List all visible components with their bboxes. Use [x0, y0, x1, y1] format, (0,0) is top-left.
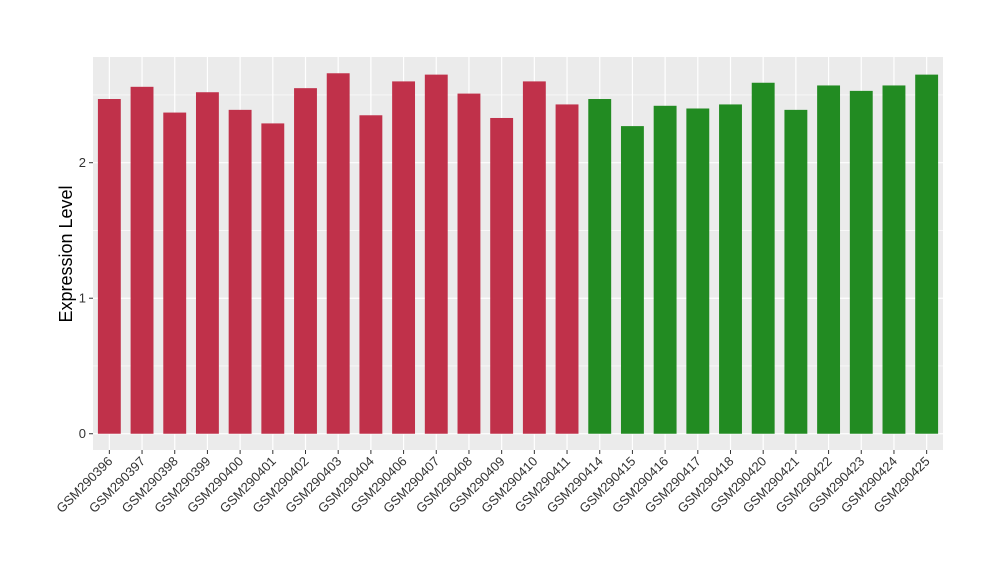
bar-GSM290423	[849, 90, 873, 434]
bar-GSM290407	[424, 74, 448, 434]
bar-GSM290425	[915, 74, 939, 434]
bar-GSM290400	[228, 109, 252, 434]
bar-GSM290398	[163, 112, 187, 434]
bar-GSM290420	[751, 82, 775, 434]
bar-GSM290404	[359, 115, 383, 434]
bars	[97, 73, 939, 434]
bar-GSM290421	[784, 109, 808, 434]
bar-GSM290411	[555, 104, 579, 434]
bar-GSM290409	[490, 117, 514, 434]
bar-GSM290416	[653, 105, 677, 434]
bar-GSM290424	[882, 85, 906, 434]
plot-panel	[93, 57, 943, 450]
bar-GSM290408	[457, 93, 481, 434]
bar-GSM290401	[261, 123, 285, 434]
bar-GSM290415	[620, 126, 644, 434]
y-tick-label: 1	[79, 291, 86, 306]
bar-GSM290403	[326, 73, 350, 434]
bar-GSM290402	[294, 88, 317, 434]
bar-GSM290396	[97, 99, 121, 434]
bar-GSM290418	[719, 104, 742, 434]
y-tick-label: 2	[79, 155, 86, 170]
bar-GSM290410	[522, 81, 546, 434]
x-axis: GSM290396GSM290397GSM290398GSM290399GSM2…	[53, 450, 933, 516]
bar-GSM290399	[195, 92, 219, 434]
y-axis: 0 1 2	[79, 155, 93, 441]
bar-GSM290397	[130, 86, 154, 434]
y-tick-label: 0	[79, 426, 86, 441]
bar-GSM290406	[392, 81, 416, 434]
bar-GSM290422	[817, 85, 841, 434]
bar-GSM290417	[686, 108, 710, 434]
y-axis-title: Expression Level	[56, 185, 76, 322]
bar-GSM290414	[588, 99, 612, 434]
